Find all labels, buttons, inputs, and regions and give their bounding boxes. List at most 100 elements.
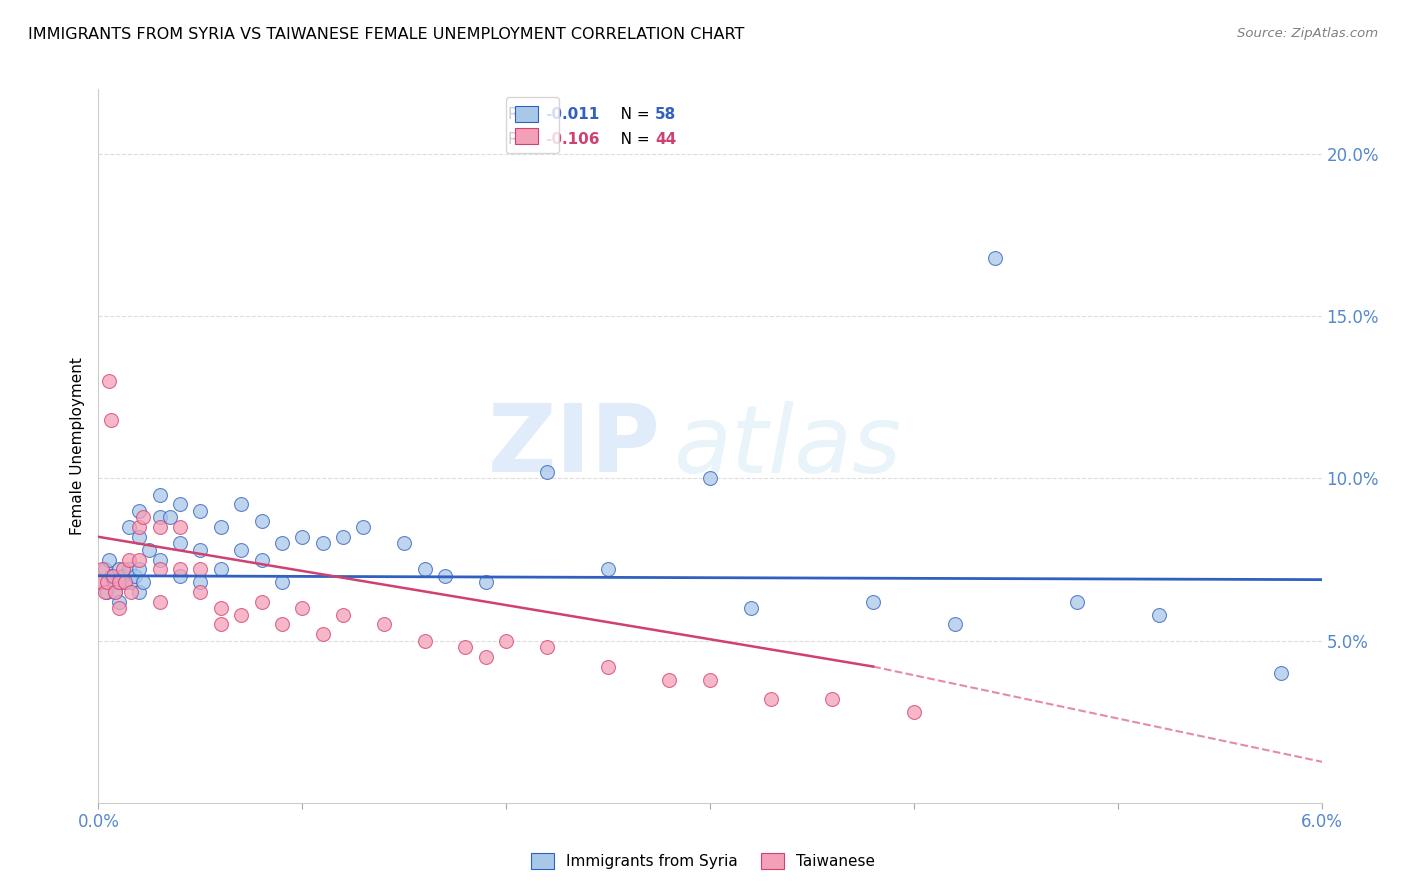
Point <box>120 585 142 599</box>
Point <box>1270 666 1292 681</box>
Point <box>454 640 477 654</box>
Point <box>598 659 620 673</box>
Point <box>111 562 134 576</box>
Point <box>132 510 155 524</box>
Point <box>108 562 131 576</box>
Point <box>495 633 517 648</box>
Point <box>862 595 884 609</box>
Legend: , : , <box>506 97 560 153</box>
Point <box>209 520 232 534</box>
Point <box>104 585 127 599</box>
Point <box>903 705 925 719</box>
Point <box>270 536 292 550</box>
Point <box>413 562 436 576</box>
Point <box>118 562 141 576</box>
Point <box>231 542 253 557</box>
Point <box>598 562 620 576</box>
Point <box>96 575 118 590</box>
Point <box>270 617 292 632</box>
Point <box>943 617 966 632</box>
Point <box>100 568 122 582</box>
Point <box>159 510 181 524</box>
Point <box>108 575 131 590</box>
Point <box>373 617 395 632</box>
Point <box>699 471 721 485</box>
Point <box>149 520 172 534</box>
Point <box>91 575 114 590</box>
Point <box>740 601 762 615</box>
Point <box>536 465 558 479</box>
Point <box>100 413 122 427</box>
Point <box>118 552 141 566</box>
Point <box>474 575 498 590</box>
Y-axis label: Female Unemployment: Female Unemployment <box>69 357 84 535</box>
Point <box>128 585 150 599</box>
Point <box>104 575 127 590</box>
Point <box>118 520 141 534</box>
Point <box>114 575 136 590</box>
Point <box>209 562 232 576</box>
Point <box>128 552 150 566</box>
Point <box>114 575 136 590</box>
Point <box>270 575 292 590</box>
Point <box>984 251 1007 265</box>
Legend: Immigrants from Syria, Taiwanese: Immigrants from Syria, Taiwanese <box>524 847 882 875</box>
Point <box>209 617 232 632</box>
Point <box>821 692 844 706</box>
Point <box>291 530 314 544</box>
Point <box>128 504 150 518</box>
Point <box>291 601 314 615</box>
Point <box>188 504 212 518</box>
Point <box>352 520 374 534</box>
Point <box>149 562 172 576</box>
Point <box>311 627 335 641</box>
Point <box>311 536 335 550</box>
Point <box>231 497 253 511</box>
Point <box>93 562 115 576</box>
Point <box>101 568 124 582</box>
Point <box>111 568 134 582</box>
Point <box>91 562 114 576</box>
Point <box>124 568 146 582</box>
Point <box>128 562 150 576</box>
Point <box>761 692 783 706</box>
Point <box>149 552 172 566</box>
Point <box>250 514 273 528</box>
Point <box>1147 607 1170 622</box>
Point <box>132 575 155 590</box>
Point <box>169 562 191 576</box>
Point <box>149 595 172 609</box>
Point <box>169 520 191 534</box>
Point <box>97 374 120 388</box>
Point <box>413 633 436 648</box>
Point <box>149 488 172 502</box>
Point <box>433 568 456 582</box>
Point <box>97 552 120 566</box>
Text: -0.106: -0.106 <box>546 132 599 147</box>
Point <box>169 536 191 550</box>
Text: 44: 44 <box>655 132 676 147</box>
Point <box>188 575 212 590</box>
Point <box>188 585 212 599</box>
Point <box>658 673 681 687</box>
Point <box>188 562 212 576</box>
Point <box>250 595 273 609</box>
Point <box>108 595 131 609</box>
Text: R =: R = <box>508 132 541 147</box>
Point <box>128 520 150 534</box>
Point <box>1066 595 1088 609</box>
Point <box>169 497 191 511</box>
Point <box>108 575 131 590</box>
Point <box>93 585 115 599</box>
Point <box>188 542 212 557</box>
Text: IMMIGRANTS FROM SYRIA VS TAIWANESE FEMALE UNEMPLOYMENT CORRELATION CHART: IMMIGRANTS FROM SYRIA VS TAIWANESE FEMAL… <box>28 27 745 42</box>
Text: ZIP: ZIP <box>488 400 661 492</box>
Text: atlas: atlas <box>673 401 901 491</box>
Point <box>392 536 416 550</box>
Point <box>104 585 127 599</box>
Point <box>209 601 232 615</box>
Point <box>250 552 273 566</box>
Text: N =: N = <box>606 132 655 147</box>
Point <box>89 575 111 590</box>
Text: -0.011: -0.011 <box>546 107 599 122</box>
